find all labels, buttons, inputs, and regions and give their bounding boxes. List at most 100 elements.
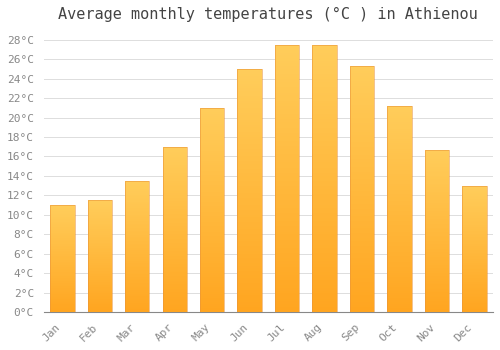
Bar xyxy=(200,263,224,265)
Bar xyxy=(50,252,74,253)
Bar xyxy=(125,271,150,273)
Bar xyxy=(88,240,112,241)
Bar xyxy=(424,293,449,294)
Bar xyxy=(350,98,374,100)
Bar xyxy=(200,161,224,163)
Bar xyxy=(424,298,449,299)
Bar xyxy=(88,249,112,251)
Bar xyxy=(162,183,187,185)
Bar xyxy=(275,77,299,79)
Bar xyxy=(350,125,374,127)
Bar xyxy=(125,181,150,182)
Bar xyxy=(462,303,486,304)
Bar xyxy=(462,224,486,225)
Bar xyxy=(312,96,336,98)
Bar xyxy=(462,189,486,191)
Bar xyxy=(275,288,299,290)
Bar xyxy=(462,197,486,198)
Bar xyxy=(50,253,74,254)
Bar xyxy=(162,275,187,277)
Bar xyxy=(200,200,224,202)
Bar xyxy=(88,233,112,234)
Bar xyxy=(275,104,299,106)
Bar xyxy=(238,193,262,195)
Bar xyxy=(312,248,336,251)
Bar xyxy=(275,130,299,133)
Bar xyxy=(88,293,112,294)
Bar xyxy=(162,231,187,233)
Bar xyxy=(388,147,411,149)
Bar xyxy=(462,259,486,260)
Bar xyxy=(125,244,150,245)
Bar xyxy=(350,187,374,189)
Bar xyxy=(275,245,299,248)
Bar xyxy=(162,195,187,196)
Bar xyxy=(125,250,150,252)
Bar xyxy=(462,308,486,309)
Bar xyxy=(50,292,74,293)
Bar xyxy=(424,284,449,286)
Bar xyxy=(125,199,150,201)
Bar xyxy=(238,130,262,132)
Bar xyxy=(88,298,112,299)
Bar xyxy=(424,186,449,187)
Bar xyxy=(88,243,112,244)
Bar xyxy=(424,252,449,253)
Bar xyxy=(312,259,336,261)
Bar xyxy=(238,266,262,268)
Bar xyxy=(350,196,374,199)
Bar xyxy=(125,261,150,262)
Bar xyxy=(275,85,299,88)
Bar xyxy=(350,172,374,174)
Bar xyxy=(462,258,486,259)
Bar xyxy=(424,273,449,275)
Bar xyxy=(200,116,224,118)
Bar xyxy=(238,222,262,224)
Bar xyxy=(388,205,411,207)
Bar xyxy=(50,300,74,301)
Bar xyxy=(88,307,112,309)
Bar xyxy=(125,227,150,228)
Bar xyxy=(462,220,486,221)
Bar xyxy=(275,114,299,117)
Bar xyxy=(125,219,150,220)
Bar xyxy=(350,265,374,268)
Bar xyxy=(88,291,112,292)
Bar xyxy=(88,205,112,206)
Bar xyxy=(88,254,112,255)
Bar xyxy=(238,195,262,198)
Bar xyxy=(388,135,411,137)
Bar xyxy=(388,252,411,254)
Bar xyxy=(50,206,74,207)
Bar xyxy=(388,246,411,248)
Bar xyxy=(312,226,336,229)
Bar xyxy=(312,181,336,184)
Bar xyxy=(200,245,224,247)
Bar xyxy=(350,164,374,167)
Bar xyxy=(350,91,374,93)
Bar xyxy=(200,175,224,177)
Bar xyxy=(200,145,224,147)
Bar xyxy=(312,293,336,296)
Bar xyxy=(275,178,299,181)
Bar xyxy=(238,273,262,275)
Bar xyxy=(462,186,486,187)
Bar xyxy=(388,131,411,133)
Bar xyxy=(275,264,299,266)
Bar xyxy=(162,191,187,193)
Bar xyxy=(275,50,299,52)
Bar xyxy=(200,142,224,145)
Bar xyxy=(50,296,74,297)
Bar xyxy=(388,281,411,283)
Bar xyxy=(88,244,112,245)
Bar xyxy=(50,273,74,274)
Bar xyxy=(125,224,150,225)
Bar xyxy=(125,249,150,250)
Bar xyxy=(312,45,336,312)
Bar xyxy=(50,239,74,240)
Bar xyxy=(50,224,74,225)
Bar xyxy=(388,106,411,108)
Bar xyxy=(200,120,224,122)
Bar xyxy=(462,280,486,282)
Bar xyxy=(238,132,262,134)
